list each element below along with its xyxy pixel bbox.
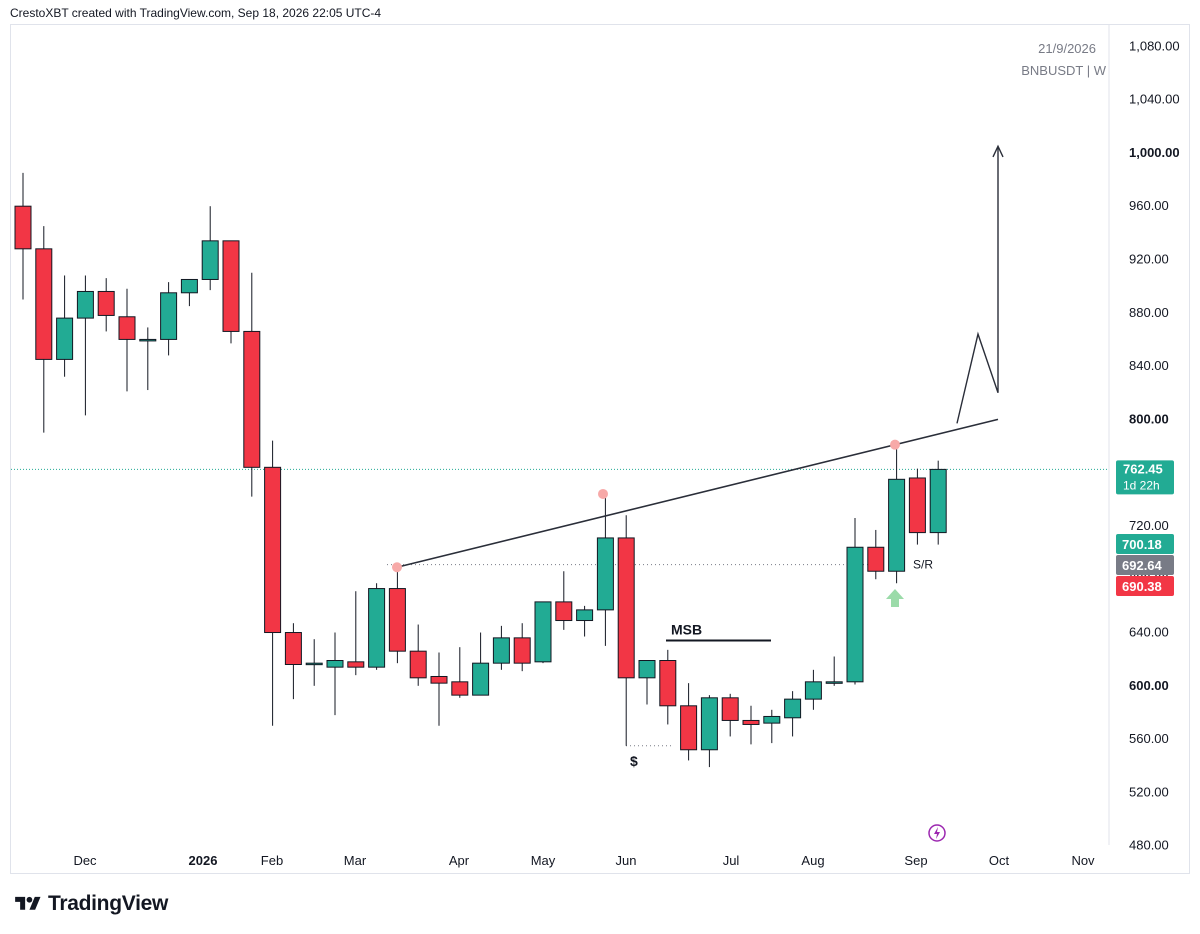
candle-body — [139, 338, 157, 342]
lightning-icon[interactable] — [928, 824, 946, 842]
price-label-value: 700.18 — [1122, 537, 1162, 552]
candle-body — [160, 292, 178, 340]
price-label-value: 692.64 — [1122, 558, 1163, 573]
candle-body — [638, 660, 656, 679]
candle-body — [264, 466, 282, 634]
x-tick-label: Oct — [989, 853, 1010, 868]
candle-body — [555, 601, 573, 622]
candle-body — [180, 278, 198, 294]
tradingview-brand: TradingView — [48, 892, 169, 915]
projection-path — [956, 147, 999, 424]
pivot-marker — [392, 562, 402, 573]
candle-body — [430, 675, 448, 684]
candle-body — [451, 681, 469, 696]
candle-body — [35, 248, 53, 360]
candle-body — [867, 546, 885, 572]
x-tick-label: Apr — [449, 853, 470, 868]
projection-arrowhead — [992, 144, 1004, 158]
chart-frame: 1,080.00 1,040.00 1,000.00 960.00 920.00 880.… — [10, 24, 1190, 874]
price-label-badge — [1116, 555, 1174, 575]
candle-body — [825, 681, 843, 684]
x-tick-label: Feb — [261, 853, 283, 868]
candle-body — [680, 705, 698, 751]
x-tick-label: May — [531, 853, 556, 868]
x-tick-label: Mar — [344, 853, 367, 868]
candle-body — [513, 637, 531, 664]
candle-body — [700, 697, 718, 751]
x-tick-label: Sep — [904, 853, 927, 868]
candle-body — [97, 290, 115, 316]
candle-body — [388, 588, 406, 652]
candle-body — [409, 650, 427, 679]
candle-body — [929, 468, 947, 534]
candle-body — [347, 661, 365, 668]
candle-body — [56, 317, 74, 360]
x-tick-label: Aug — [801, 853, 824, 868]
candle-body — [763, 715, 781, 724]
pivot-marker — [890, 439, 900, 450]
y-tick-label: 560.00 — [1129, 731, 1169, 746]
y-tick-label: 1,000.00 — [1129, 145, 1180, 160]
msb-label: MSB — [671, 622, 702, 638]
price-label-value: 690.38 — [1122, 579, 1162, 594]
y-tick-label: 1,080.00 — [1129, 38, 1180, 53]
candle-body — [659, 660, 677, 707]
price-label-badge — [1116, 534, 1174, 554]
candle-body — [534, 601, 552, 663]
y-tick-label: 840.00 — [1129, 358, 1169, 373]
candle-body — [14, 205, 32, 250]
candle-body — [492, 637, 510, 664]
last-price-badge — [1116, 460, 1174, 495]
y-tick-label: 600.00 — [1129, 678, 1169, 693]
y-tick-label: 800.00 — [1129, 411, 1169, 426]
chart-attribution: CrestoXBT created with TradingView.com, … — [10, 6, 382, 20]
candle-body — [846, 546, 864, 683]
y-tick-label: 640.00 — [1129, 625, 1169, 640]
tradingview-logo[interactable]: TradingView — [14, 892, 168, 916]
candle-body — [888, 478, 906, 572]
y-tick-label: 720.00 — [1129, 518, 1169, 533]
candle-body — [326, 660, 344, 668]
up-arrow-icon — [886, 589, 904, 607]
y-tick-label: 960.00 — [1129, 198, 1169, 213]
y-tick-label: 520.00 — [1129, 784, 1169, 799]
candle-body — [721, 697, 739, 721]
x-tick-label: Jul — [723, 853, 740, 868]
candle-body — [596, 537, 614, 611]
y-tick-label: 920.00 — [1129, 251, 1169, 266]
watermark-date: 21/9/2026 — [1038, 41, 1096, 56]
sr-label: S/R — [913, 558, 933, 572]
y-tick-label: 1,040.00 — [1129, 92, 1180, 107]
candle-body — [617, 537, 635, 679]
x-tick-label: Dec — [73, 853, 97, 868]
candle-body — [784, 698, 802, 719]
x-tick-label: Nov — [1071, 853, 1095, 868]
candle-body — [305, 662, 323, 666]
x-tick-label: 2026 — [189, 853, 218, 868]
candle-body — [804, 681, 822, 700]
candle-body — [742, 719, 760, 725]
tradingview-logo-icon — [15, 896, 41, 910]
candle-body — [243, 330, 261, 468]
x-tick-label: Jun — [616, 853, 637, 868]
candle-body — [908, 477, 926, 534]
y-tick-label: 480.00 — [1129, 838, 1169, 853]
candle-body — [284, 632, 302, 665]
price-chart[interactable]: 1,080.00 1,040.00 1,000.00 960.00 920.00 880.… — [11, 25, 1191, 875]
candle-body — [201, 240, 219, 280]
watermark-symbol: BNBUSDT | W — [1021, 63, 1106, 78]
liquidity-label: $ — [630, 753, 638, 769]
resistance-trendline — [396, 418, 999, 569]
candle-body — [118, 316, 136, 340]
countdown-value: 1d 22h — [1123, 478, 1160, 492]
price-label-badge — [1116, 576, 1174, 596]
pivot-marker — [598, 488, 608, 499]
candle-body — [368, 588, 386, 668]
candle-body — [222, 240, 240, 332]
last-price-value: 762.45 — [1123, 461, 1163, 476]
y-tick-label: 880.00 — [1129, 305, 1169, 320]
candle-body — [76, 290, 94, 319]
candle-body — [472, 662, 490, 696]
candle-body — [576, 609, 594, 622]
